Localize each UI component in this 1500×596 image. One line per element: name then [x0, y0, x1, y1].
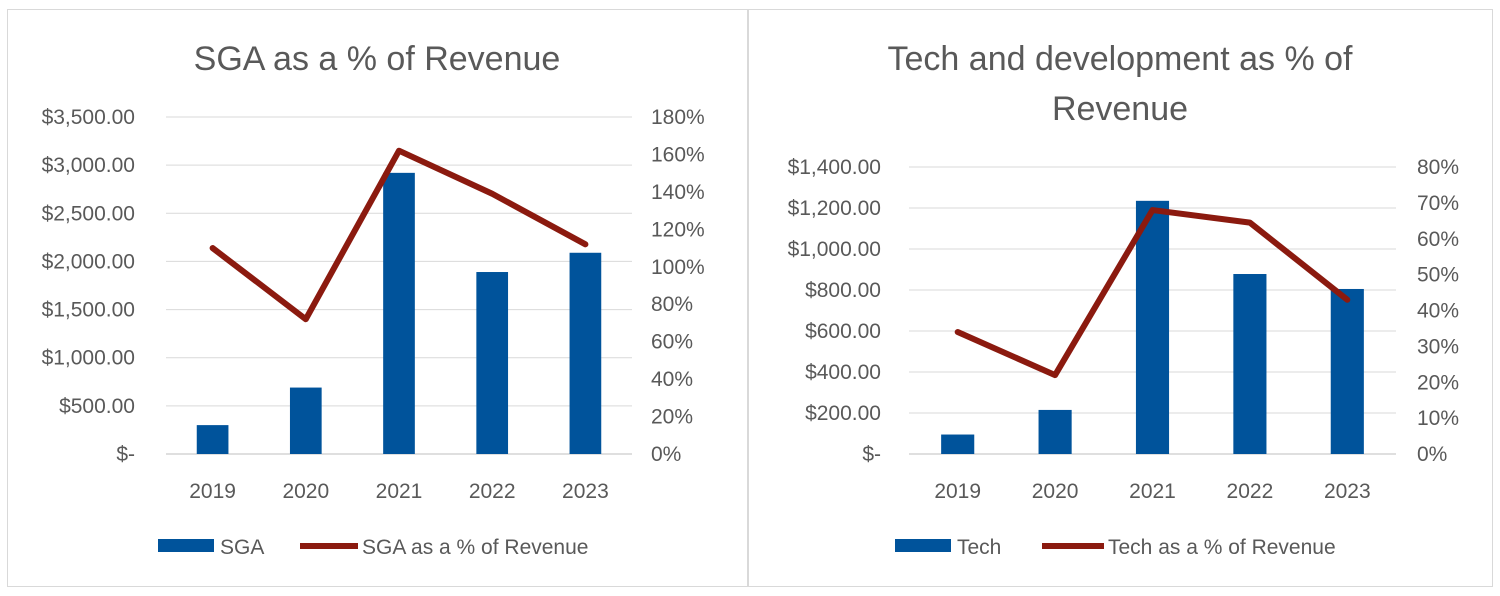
y-tick-label: $3,000.00: [42, 154, 135, 177]
y-tick-label: $500.00: [59, 395, 135, 418]
y-tick-label: $1,000.00: [788, 238, 881, 261]
x-tick-label: 2023: [1324, 480, 1371, 503]
legend-bar-label: Tech: [957, 536, 1001, 559]
bar-sga: [289, 387, 322, 454]
x-tick-label: 2022: [1227, 480, 1274, 503]
x-tick-label: 2019: [189, 480, 236, 503]
legend-bar-swatch: [158, 539, 214, 552]
y2-tick-label: 140%: [651, 181, 705, 204]
bar-tech: [941, 434, 975, 454]
bar-tech: [1233, 274, 1267, 454]
bar-tech: [1135, 200, 1170, 454]
y-tick-label: $1,400.00: [788, 156, 881, 179]
y2-tick-label: 40%: [1417, 300, 1459, 323]
bar-tech: [1330, 288, 1364, 454]
y-tick-label: $-: [862, 443, 881, 466]
line-point: [212, 247, 214, 249]
y2-tick-label: 30%: [1417, 335, 1459, 358]
sga-chart-svg: SGA as a % of Revenue $- $500.00 $1,000.00 $…: [42, 40, 705, 559]
chart-panel-sga: SGA as a % of Revenue $- $500.00 $1,000.00 $…: [7, 9, 748, 587]
y2-tick-label: 0%: [1417, 443, 1447, 466]
legend-line-label: Tech as a % of Revenue: [1108, 536, 1336, 559]
y2-tick-label: 40%: [651, 368, 693, 391]
y-tick-label: $1,000.00: [42, 347, 135, 370]
line-point: [957, 331, 959, 333]
y2-tick-label: 50%: [1417, 264, 1459, 287]
x-tick-label: 2021: [1129, 480, 1176, 503]
legend-line-label: SGA as a % of Revenue: [362, 536, 588, 559]
y2-tick-label: 100%: [651, 256, 705, 279]
y-tick-label: $800.00: [805, 279, 881, 302]
y-tick-label: $3,500.00: [42, 106, 135, 129]
y-tick-label: $2,500.00: [42, 202, 135, 225]
chart-title-line: SGA as a % of Revenue: [194, 40, 561, 78]
line-point: [305, 318, 307, 320]
line-point: [1249, 222, 1251, 224]
y-tick-label: $2,000.00: [42, 250, 135, 273]
y-tick-label: $1,500.00: [42, 299, 135, 322]
y-tick-label: $200.00: [805, 402, 881, 425]
y2-tick-label: 80%: [1417, 156, 1459, 179]
line-point: [584, 243, 586, 245]
bar-tech: [1038, 409, 1072, 454]
bar-sga: [383, 172, 415, 455]
line-point: [491, 193, 493, 195]
x-tick-label: 2019: [934, 480, 981, 503]
x-tick-label: 2020: [1032, 480, 1079, 503]
y2-tick-label: 80%: [651, 293, 693, 316]
y-tick-label: $400.00: [805, 361, 881, 384]
y-tick-label: $600.00: [805, 320, 881, 343]
chart-panel-tech: Tech and development as % of Revenue $- $20…: [748, 9, 1493, 587]
y-tick-label: $-: [116, 443, 135, 466]
y2-tick-label: 60%: [1417, 228, 1459, 251]
legend-bar-label: SGA: [220, 536, 264, 559]
y2-tick-label: 20%: [651, 406, 693, 429]
line-point: [398, 150, 400, 152]
line-point: [1346, 299, 1348, 301]
x-tick-label: 2021: [376, 480, 423, 503]
bar-sga: [476, 272, 509, 454]
tech-chart-svg: Tech and development as % of Revenue $- $20…: [788, 40, 1459, 559]
bar-sga: [569, 252, 602, 454]
y2-tick-label: 10%: [1417, 407, 1459, 430]
y-tick-label: $1,200.00: [788, 197, 881, 220]
x-tick-label: 2020: [282, 480, 329, 503]
x-tick-label: 2022: [469, 480, 516, 503]
chart-title-line: Tech and development as % of: [888, 40, 1354, 78]
x-tick-label: 2023: [562, 480, 609, 503]
y2-tick-label: 180%: [651, 106, 705, 129]
y2-tick-label: 70%: [1417, 192, 1459, 215]
bar-sga: [196, 425, 229, 454]
y2-tick-label: 120%: [651, 218, 705, 241]
chart-title-line: Revenue: [1052, 90, 1188, 128]
line-point: [1054, 374, 1056, 376]
legend-bar-swatch: [895, 539, 951, 552]
line-point: [1152, 209, 1153, 211]
y2-tick-label: 160%: [651, 143, 705, 166]
y2-tick-label: 0%: [651, 443, 681, 466]
y2-tick-label: 20%: [1417, 371, 1459, 394]
y2-tick-label: 60%: [651, 331, 693, 354]
